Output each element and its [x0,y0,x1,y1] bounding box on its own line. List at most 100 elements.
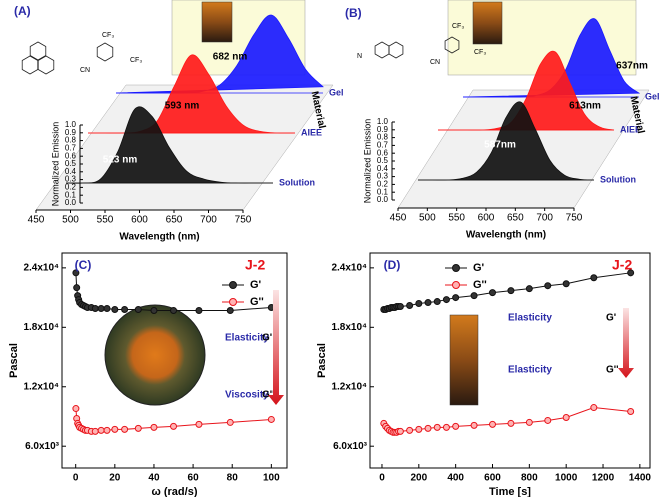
annotation: Elasticity [508,365,552,376]
x-tick-label: 100 [263,473,280,484]
data-point [489,420,496,428]
molecule-ring [21,55,39,75]
legend-label: G' [250,279,262,291]
data-point [433,423,441,431]
x-axis-label: Wavelength (nm) [466,230,546,241]
x-tick-label: 550 [97,215,114,226]
molecule-ring [37,55,55,75]
data-point [590,274,598,282]
plot-frame [369,252,651,469]
data-point [470,421,478,429]
x-tick-label: 20 [109,473,121,484]
panel-label: (A) [14,4,31,18]
data-point [170,306,178,314]
arrow [268,290,284,405]
spectrum-area [418,101,595,181]
y-tick-label: 0.2 [65,183,77,192]
panel-label: (D) [384,258,401,272]
data-point [452,422,460,430]
x-tick-label: 200 [410,473,427,484]
data-point [195,306,203,314]
data-point [396,427,404,435]
data-point [507,287,515,295]
data-point [507,419,515,427]
x-tick-label: 500 [62,215,79,226]
sample-label: J-2 [612,257,632,273]
molecule-ring [29,41,47,61]
data-point [150,306,158,314]
y-tick-label: 1.8x10⁴ [23,322,59,333]
peak-label: 613nm [569,101,601,112]
plot-frame [61,252,288,469]
data-point [562,280,570,288]
y-tick-label: 2.4x10⁴ [331,263,367,274]
y-tick-label: 6.0x10³ [333,441,368,452]
annotation: G' [262,333,272,344]
material-label: Gel [645,91,660,101]
data-point [442,423,450,431]
data-point [73,284,81,292]
x-tick-label: 750 [235,215,252,226]
y-tick-label: 0.1 [65,190,77,199]
vial-photo [449,314,479,406]
structure-label: CN [80,67,90,74]
data-point [121,305,129,313]
y-tick-label: 0.8 [377,133,389,142]
data-point [562,413,570,421]
x-tick-label: 450 [28,215,45,226]
x-tick-label: 600 [131,215,148,226]
y-tick-label: 0.9 [65,128,77,137]
data-point [452,294,460,302]
x-tick-label: 0 [73,473,79,484]
structure-label: N [357,53,362,60]
legend-marker [229,298,237,306]
peak-label: 587nm [484,140,516,151]
y-tick-label: 0.2 [377,180,389,189]
data-point [415,425,423,433]
y-tick-label: 0.1 [377,187,389,196]
data-point [150,423,158,431]
data-point [226,306,234,314]
spectrum-area [65,106,273,184]
sample-label: J-2 [245,257,265,273]
data-point [525,285,533,293]
data-point [134,305,142,313]
x-axis-label: ω (rad/s) [152,486,198,497]
data-point [72,405,80,413]
structure-label: CF₃ [452,23,464,30]
y-tick-label: 0.9 [377,125,389,134]
y-tick-label: 0.6 [377,148,389,157]
annotation: G' [606,313,616,324]
y-tick-label: 0.3 [377,172,389,181]
molecule-ring [444,36,460,54]
data-point [195,420,203,428]
vial-photo [472,1,503,45]
data-point [424,424,432,432]
legend-label: G'' [250,296,264,308]
y-tick-label: 0.5 [65,159,77,168]
data-point [97,426,105,434]
x-tick-label: 800 [521,473,538,484]
x-tick-label: 700 [200,215,217,226]
x-tick-label: 650 [166,215,183,226]
data-point [111,425,119,433]
peak-label: 523 nm [103,155,138,166]
spectrum-area [438,50,615,131]
data-point [91,427,99,435]
legend-label: G' [473,262,485,274]
material-label: Gel [329,87,344,97]
data-point [396,303,404,311]
data-point [170,422,178,430]
y-tick-label: 1.0 [377,117,389,126]
material-label: Solution [600,174,636,184]
data-point [627,269,635,277]
y-axis-label: Pascal [316,343,328,378]
material-label: Solution [279,177,315,187]
x-tick-label: 1200 [592,473,615,484]
spectrum-area [88,54,296,134]
legend-marker [229,281,237,289]
x-tick-label: 80 [227,473,239,484]
y-axis-label: Normalized Emission [362,119,372,204]
data-point [433,298,441,306]
data-point [406,302,414,310]
